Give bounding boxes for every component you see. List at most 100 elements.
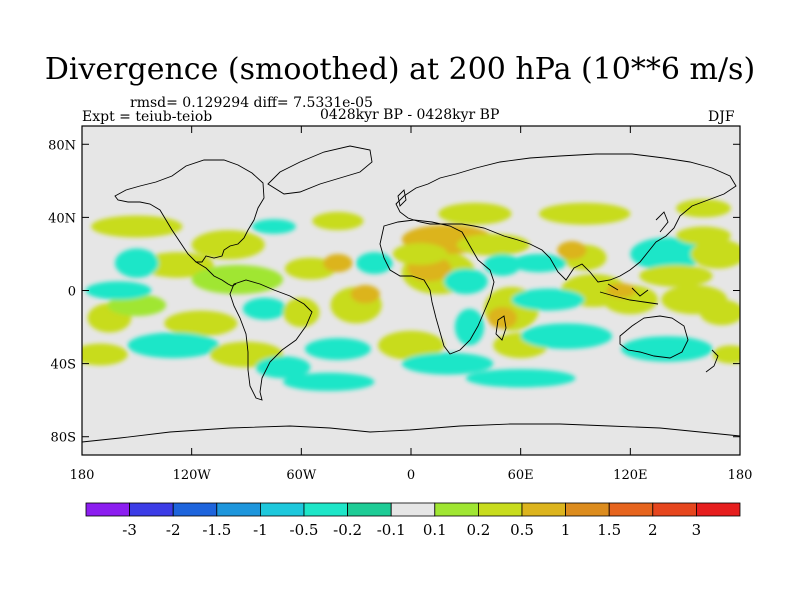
field-blob-23 (639, 264, 713, 287)
field-blob-42 (520, 323, 613, 349)
field-blob-35 (127, 332, 220, 359)
field-blob-4 (284, 257, 337, 280)
x-tick-label-0: 180 (70, 468, 95, 483)
field-blob-55 (283, 372, 375, 392)
field-blob-53 (356, 252, 393, 275)
x-tick-label-1: 120W (173, 468, 212, 483)
coast-antarctica (82, 423, 740, 443)
colorbar-swatch-7 (390, 502, 436, 517)
colorbar-swatch-2 (172, 502, 218, 517)
field-blob-45 (676, 226, 731, 245)
coast-eurasia (395, 153, 737, 283)
colorbar-label-11: 1.5 (597, 521, 621, 539)
x-tick-label-2: 60W (286, 468, 317, 483)
field-blob-15 (443, 268, 488, 295)
colorbar-label-9: 0.5 (510, 521, 534, 539)
colorbar-label-5: -0.2 (333, 521, 362, 539)
period-label: 0428kyr BP - 0428kyr BP (320, 107, 500, 123)
colorbar-swatch-8 (434, 502, 479, 517)
y-tick-label-0: 80N (48, 138, 76, 153)
coast-new-zealand (705, 349, 719, 373)
stats-label: rmsd= 0.129294 diff= 7.5331e-05 (130, 95, 373, 111)
field-blob-46 (251, 219, 296, 234)
field-blob-31 (538, 202, 631, 225)
colorbar-swatch-3 (216, 502, 261, 517)
colorbar-swatch-11 (565, 502, 610, 517)
field-blob-10 (283, 297, 320, 328)
field-blob-48 (392, 242, 448, 265)
field-blob-49 (456, 233, 530, 256)
field-blob-9 (242, 297, 287, 320)
colorbar-label-4: -0.5 (290, 521, 319, 539)
field-blob-7 (107, 294, 167, 317)
colorbar-swatch-5 (303, 502, 348, 517)
colorbar-swatch-13 (652, 502, 697, 517)
colorbar-swatch-0 (85, 502, 130, 517)
y-tick-label-2: 0 (68, 285, 76, 300)
colorbar: -3 -2 -1.5 -1 -0.5 -0.2 -0.1 0.1 0.2 0.5 1 1.5 2 3 (85, 502, 741, 539)
field-blob-43 (621, 336, 713, 362)
colorbar-swatch-9 (477, 502, 523, 517)
colorbar-label-6: -0.1 (377, 521, 406, 539)
field-blob-3 (191, 264, 284, 295)
y-tick-label-4: 80S (51, 431, 76, 446)
colorbar-label-10: 1 (561, 521, 571, 539)
field-blob-18 (454, 308, 485, 346)
coast-australia (619, 315, 689, 359)
field-blob-44 (712, 345, 740, 364)
expt-label: Expt = teiub-teiob (82, 109, 213, 125)
coast-central-america (195, 261, 237, 287)
field-blob-group (82, 199, 740, 392)
colorbar-swatch-6 (347, 502, 392, 517)
field-blob-54 (85, 281, 152, 300)
field-blob-52 (511, 288, 585, 311)
coast-british-isles (397, 189, 407, 207)
colorbar-label-7: 0.1 (423, 521, 447, 539)
x-tick-label-6: 180 (728, 468, 753, 483)
coast-indonesia (599, 283, 659, 305)
colorbar-swatch-10 (521, 502, 566, 517)
field-blob-28 (191, 230, 265, 260)
colorbar-label-1: -2 (166, 521, 181, 539)
colorbar-swatch-4 (259, 502, 305, 517)
field-blob-37 (255, 356, 311, 379)
colorbar-label-13: 3 (692, 521, 702, 539)
field-blob-25 (699, 299, 740, 326)
field-blob-8 (164, 310, 238, 337)
season-label: DJF (708, 109, 735, 125)
colorbar-label-0: -3 (122, 521, 137, 539)
field-blob-51 (511, 253, 567, 273)
field-blob-2 (140, 252, 214, 278)
field-blob-26 (690, 239, 740, 269)
field-blob-33 (676, 199, 731, 218)
coast-japan (655, 211, 669, 233)
x-tick-label-5: 120E (613, 468, 647, 483)
field-blob-29 (312, 211, 364, 231)
colorbar-label-3: -1 (253, 521, 268, 539)
coast-south-america (229, 279, 313, 401)
field-blob-1 (557, 241, 587, 260)
field-blob-5 (323, 253, 353, 273)
field-blob-12 (350, 285, 380, 304)
x-tick-label-3: 0 (407, 468, 415, 483)
field-blob-30 (438, 202, 512, 225)
colorbar-swatch-1 (129, 502, 174, 517)
x-tick-label-4: 60E (508, 468, 534, 483)
axis-ticks: 180 120W 60W 0 60E 120E 180 80N 40N 0 40S 80S (48, 126, 752, 483)
colorbar-label-12: 2 (648, 521, 658, 539)
coast-africa (379, 219, 495, 355)
field-blob-40 (401, 352, 494, 375)
field-blob-17 (487, 306, 518, 329)
field-blob-21 (606, 283, 636, 298)
coastlines (82, 145, 740, 443)
field-blob-56 (465, 369, 576, 388)
coast-madagascar (495, 315, 507, 341)
y-tick-label-3: 40S (51, 358, 76, 373)
field-blob-39 (378, 330, 444, 360)
colorbar-label-8: 0.2 (466, 521, 490, 539)
chart-title: Divergence (smoothed) at 200 hPa (10**6 … (44, 52, 756, 87)
field-blob-34 (82, 343, 128, 366)
colorbar-swatch-12 (608, 502, 654, 517)
field-blob-32 (91, 215, 183, 238)
